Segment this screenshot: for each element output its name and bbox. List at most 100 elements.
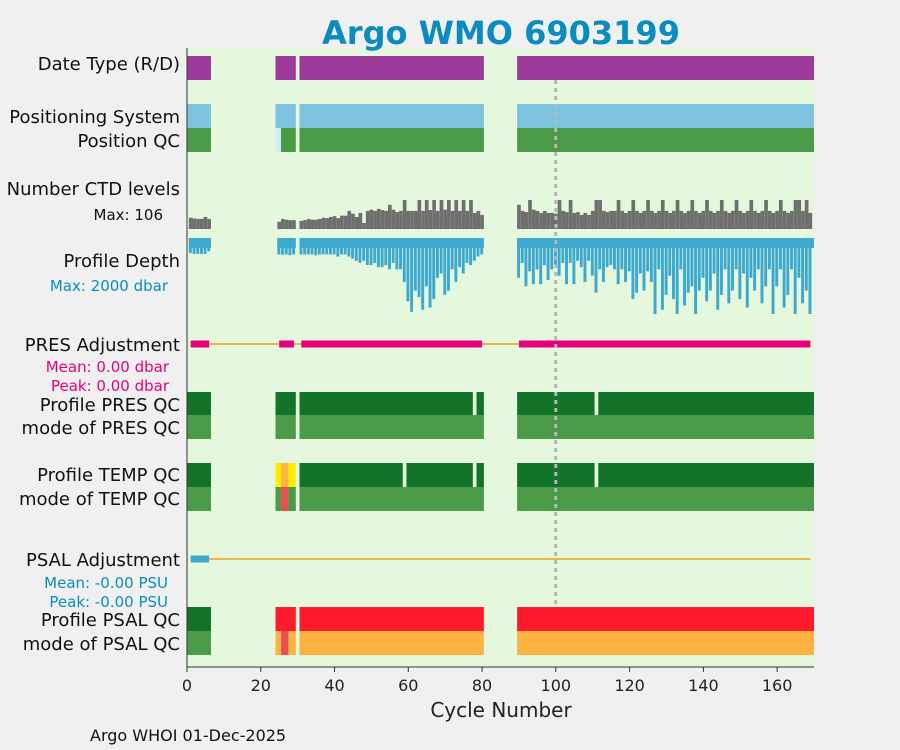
ctd-level-bar	[306, 218, 311, 229]
profile-temp-qc-segment-8	[598, 463, 814, 487]
credit-line: Argo WHOI 01-Dec-2025	[90, 726, 286, 745]
profile-depth-bar	[557, 238, 561, 276]
ctd-level-bar	[192, 218, 197, 229]
profile-depth-bar	[624, 238, 628, 283]
mode-psal-qc-segment-3	[288, 631, 296, 655]
ctd-level-bar	[188, 217, 193, 229]
label-profile-pres-qc: Profile PRES QC	[40, 395, 180, 416]
mode-psal-qc-segment-0	[187, 631, 211, 655]
psal-peak-value: Peak: -0.00 PSU	[49, 593, 168, 611]
profile-pres-qc-segment-3	[476, 392, 484, 415]
ctd-level-bar	[727, 212, 732, 229]
position-qc-segment-2	[281, 128, 296, 152]
ctd-level-bar	[797, 200, 802, 229]
ctd-level-bar	[690, 200, 695, 229]
ctd-level-bar	[321, 217, 326, 229]
psal-adjustment-segment-1	[209, 558, 811, 560]
label-profile-psal-qc: Profile PSAL QC	[41, 610, 180, 631]
profile-depth-bar	[756, 238, 760, 270]
ctd-level-bar	[576, 212, 580, 229]
mode-psal-qc-segment-2	[281, 631, 289, 655]
ctd-level-bar	[782, 210, 787, 229]
profile-depth-bar	[421, 238, 425, 310]
profile-depth-bar	[731, 238, 734, 291]
profile-depth-bar	[417, 238, 421, 297]
mode-psal-qc-segment-4	[299, 631, 484, 655]
profile-depth-bar	[447, 238, 450, 291]
date-type-segment-1	[275, 56, 296, 80]
profile-temp-qc-segment-6	[476, 463, 484, 487]
ctd-level-bar	[790, 210, 794, 229]
profile-temp-qc-segment-1	[275, 463, 282, 487]
positioning-system-segment-1	[275, 104, 296, 128]
label-date-type: Date Type (R/D)	[38, 54, 180, 75]
mode-psal-qc-segment-5	[517, 631, 814, 655]
profile-temp-qc-segment-3	[288, 463, 296, 487]
profile-psal-qc-segment-1	[275, 607, 296, 631]
profile-depth-bar	[764, 238, 768, 287]
ctd-level-bar	[764, 200, 768, 229]
profile-depth-bar	[568, 238, 572, 263]
profile-depth-bar	[524, 238, 528, 287]
profile-depth-bar	[601, 238, 605, 283]
profile-depth-bar	[793, 238, 797, 314]
profile-depth-bar	[435, 238, 439, 278]
ctd-level-bar	[734, 200, 739, 229]
ctd-level-bar	[719, 200, 724, 229]
ctd-level-bar	[649, 210, 654, 229]
ctd-level-bar	[675, 200, 680, 229]
label-mode-temp-qc: mode of TEMP QC	[19, 489, 180, 510]
profile-depth-bar	[354, 238, 358, 261]
profile-depth-bar	[450, 238, 454, 270]
ctd-level-bar	[745, 210, 750, 229]
ctd-level-bar	[767, 210, 772, 229]
ctd-level-bar	[277, 221, 282, 229]
ctd-level-bar	[804, 200, 809, 229]
profile-depth-bar	[790, 238, 793, 270]
ctd-level-bar	[627, 210, 632, 229]
ctd-level-bar	[199, 218, 204, 229]
mode-pres-qc-segment-0	[187, 415, 211, 439]
depth-max-value: Max: 2000 dbar	[50, 277, 169, 295]
pres-peak-value: Peak: 0.00 dbar	[51, 377, 170, 395]
profile-depth-bar	[782, 238, 786, 308]
ctd-level-bar	[424, 200, 429, 229]
mode-temp-qc-segment-2	[281, 487, 289, 511]
profile-depth-bar	[432, 238, 436, 300]
ctd-level-bar	[203, 216, 208, 229]
profile-depth-bar	[771, 238, 775, 314]
ctd-level-bar	[402, 200, 407, 229]
ctd-level-bar	[568, 200, 573, 229]
ctd-level-bar	[756, 212, 761, 229]
ctd-level-bar	[399, 210, 403, 229]
ctd-level-bar	[708, 210, 713, 229]
profile-depth-bar	[797, 238, 801, 278]
ctd-level-bar	[660, 200, 665, 229]
ctd-level-bar	[472, 212, 477, 229]
ctd-level-bar	[435, 210, 440, 229]
profile-depth-bar	[542, 238, 546, 266]
profile-depth-bar	[376, 238, 380, 268]
x-tick-label: 60	[398, 676, 418, 695]
mode-temp-qc-segment-1	[275, 487, 282, 511]
profile-depth-bar	[572, 238, 576, 285]
profile-depth-bar	[683, 238, 687, 306]
ctd-level-bar	[778, 200, 783, 229]
profile-depth-bar	[583, 238, 587, 283]
position-qc-segment-0	[187, 128, 211, 152]
positioning-system-segment-0	[187, 104, 211, 128]
ctd-level-bar	[561, 210, 566, 229]
x-axis-label: Cycle Number	[430, 698, 572, 722]
profile-depth-bar	[734, 238, 738, 270]
ctd-max-value: Max: 106	[94, 206, 163, 224]
profile-depth-bar	[705, 238, 709, 302]
ctd-level-bar	[668, 212, 673, 229]
ctd-level-bar	[587, 214, 591, 229]
profile-depth-bar	[719, 238, 723, 295]
profile-depth-bar	[465, 238, 469, 263]
profile-temp-qc-segment-0	[187, 463, 211, 487]
ctd-level-bar	[380, 210, 385, 229]
profile-depth-bar	[391, 238, 395, 263]
profile-depth-bar	[738, 238, 742, 300]
ctd-level-bar	[388, 204, 392, 229]
